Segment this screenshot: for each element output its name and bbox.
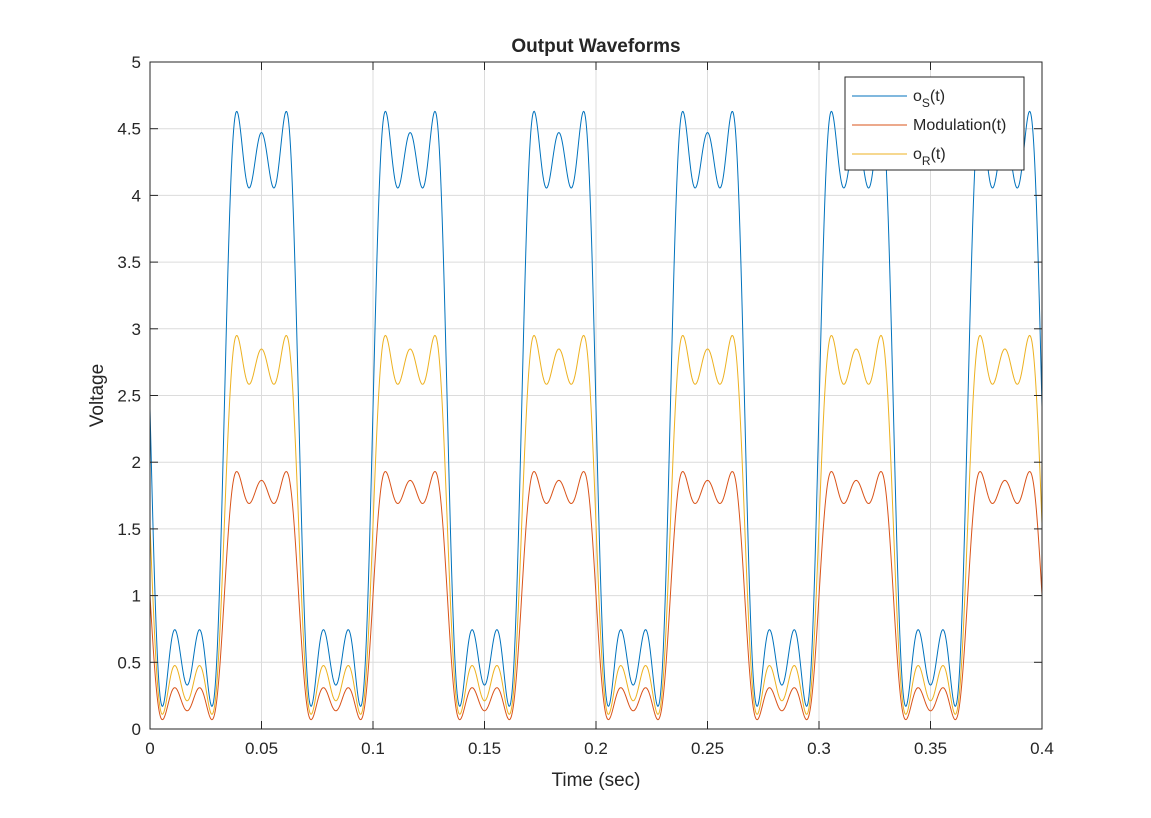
legend-label-1: Modulation(t) <box>913 117 1006 134</box>
legend-label-0: oS(t) <box>913 88 945 110</box>
y-tick-label: 2.5 <box>117 387 141 406</box>
x-tick-label: 0 <box>145 739 154 758</box>
legend-items: oS(t)Modulation(t)oR(t) <box>852 88 1006 168</box>
x-axis-title: Time (sec) <box>551 770 640 791</box>
y-tick-label: 1.5 <box>117 520 141 539</box>
series-line-0 <box>149 110 1043 708</box>
series-line-1 <box>149 471 1043 721</box>
y-tick-label: 4.5 <box>117 120 141 139</box>
y-tick-label: 1 <box>132 587 141 606</box>
x-tick-label: 0.05 <box>245 739 278 758</box>
x-tick-label: 0.4 <box>1030 739 1054 758</box>
legend: oS(t)Modulation(t)oR(t) <box>844 76 1025 171</box>
legend-label-subscript: S <box>922 96 930 110</box>
tick-labels: 0 0.05 0.1 0.15 0.2 0.25 0.3 0.35 0.4 0 0.5 1 1.5 2 2.… <box>117 53 1053 758</box>
legend-label-2: oR(t) <box>913 146 946 168</box>
x-tick-label: 0.2 <box>584 739 608 758</box>
y-axis-title: Voltage <box>87 364 108 427</box>
tick-marks <box>149 61 1043 730</box>
y-tick-label: 4 <box>132 186 141 205</box>
legend-label-subscript: R <box>922 154 931 168</box>
y-tick-label: 5 <box>132 53 141 72</box>
x-tick-label: 0.25 <box>691 739 724 758</box>
x-tick-label: 0.3 <box>807 739 831 758</box>
x-tick-label: 0.35 <box>914 739 947 758</box>
x-tick-label: 0.1 <box>361 739 385 758</box>
series-line-2 <box>149 334 1043 715</box>
y-tick-label: 0.5 <box>117 653 141 672</box>
chart-title: Output Waveforms <box>511 36 680 57</box>
legend-label-suffix: (t) <box>931 146 946 163</box>
legend-label-suffix: (t) <box>930 88 945 105</box>
y-tick-label: 0 <box>132 720 141 739</box>
legend-label-main: o <box>913 88 922 105</box>
y-tick-label: 3 <box>132 320 141 339</box>
legend-label-main: o <box>913 146 922 163</box>
y-tick-label: 3.5 <box>117 253 141 272</box>
x-tick-label: 0.15 <box>468 739 501 758</box>
y-tick-label: 2 <box>132 453 141 472</box>
series-lines <box>149 110 1043 721</box>
legend-label-main: Modulation(t) <box>913 117 1006 134</box>
